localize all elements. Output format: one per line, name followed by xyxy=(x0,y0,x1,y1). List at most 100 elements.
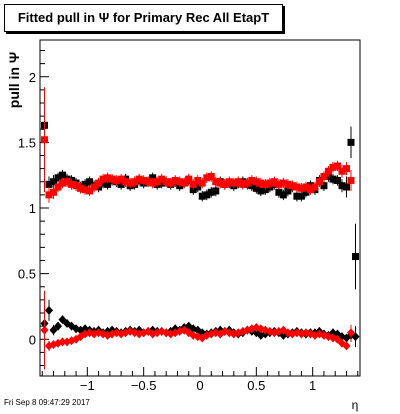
data-point xyxy=(225,178,233,186)
data-point xyxy=(329,175,337,183)
data-point xyxy=(347,176,355,184)
data-point xyxy=(279,179,287,187)
data-point xyxy=(77,184,85,192)
data-point xyxy=(315,178,323,186)
data-point xyxy=(275,188,283,196)
data-point xyxy=(342,341,351,351)
data-point xyxy=(270,178,278,186)
data-point xyxy=(140,176,148,184)
data-point xyxy=(58,315,67,325)
data-point xyxy=(302,183,310,191)
data-point xyxy=(347,138,355,146)
y-tick-label: 2 xyxy=(29,70,36,85)
data-point xyxy=(293,183,301,191)
data-point xyxy=(275,180,283,188)
data-point xyxy=(230,179,238,187)
data-point xyxy=(203,191,211,199)
data-point xyxy=(49,325,58,335)
data-point xyxy=(216,179,224,187)
data-point xyxy=(54,321,63,331)
x-tick-label: 0 xyxy=(196,378,203,393)
data-point xyxy=(45,180,53,188)
data-point xyxy=(113,176,121,184)
data-point xyxy=(72,182,80,190)
data-point xyxy=(333,176,341,184)
data-point xyxy=(266,179,274,187)
data-point xyxy=(108,175,116,183)
data-point xyxy=(104,180,112,188)
timestamp-footer: Fri Sep 8 09:47:29 2017 xyxy=(4,398,90,407)
data-point xyxy=(257,179,265,187)
data-marks xyxy=(40,87,360,370)
data-point xyxy=(54,183,62,191)
data-point xyxy=(189,180,197,188)
data-point xyxy=(329,163,337,171)
data-point xyxy=(207,188,215,196)
data-point xyxy=(58,337,67,347)
data-point xyxy=(86,187,94,195)
data-point xyxy=(50,188,58,196)
data-point xyxy=(248,176,256,184)
data-point xyxy=(311,183,319,191)
data-point xyxy=(68,180,76,188)
data-point xyxy=(342,183,350,191)
data-point xyxy=(306,186,314,194)
data-point xyxy=(324,167,332,175)
data-point xyxy=(351,253,359,261)
data-point xyxy=(144,178,152,186)
data-point xyxy=(117,175,125,183)
data-point xyxy=(90,183,98,191)
y-tick-label: 1 xyxy=(29,201,36,216)
data-point xyxy=(320,173,328,180)
x-axis-label: η xyxy=(352,398,359,412)
data-point xyxy=(131,178,139,186)
data-point xyxy=(297,184,305,192)
data-point xyxy=(153,178,161,186)
data-point xyxy=(126,179,134,187)
chart-title: Fitted pull in Ψ for Primary Rec All Eta… xyxy=(4,4,283,32)
data-point xyxy=(198,179,206,187)
data-point xyxy=(180,179,188,187)
series-0 xyxy=(41,112,359,290)
y-tick-label: 1.5 xyxy=(18,135,36,150)
data-point xyxy=(59,179,67,187)
data-point xyxy=(338,167,346,175)
data-point xyxy=(221,180,229,188)
series-1 xyxy=(41,87,355,203)
plot-border xyxy=(39,39,361,377)
data-point xyxy=(198,192,206,200)
data-point xyxy=(320,182,328,190)
data-point xyxy=(239,180,247,188)
data-point xyxy=(284,187,292,195)
data-point xyxy=(207,173,215,180)
x-tick-label: −0.5 xyxy=(131,378,157,393)
data-point xyxy=(203,174,211,182)
data-point xyxy=(63,178,71,186)
data-point xyxy=(338,182,346,190)
data-point xyxy=(95,179,103,187)
data-point xyxy=(176,178,184,186)
data-point xyxy=(162,178,170,186)
data-point xyxy=(212,187,220,195)
data-point xyxy=(279,191,287,199)
data-point xyxy=(99,175,107,183)
x-tick-label: 1 xyxy=(309,378,316,393)
series-3 xyxy=(40,290,355,370)
data-point xyxy=(171,176,179,184)
data-point xyxy=(167,179,175,187)
data-point xyxy=(45,191,53,199)
data-point xyxy=(333,162,341,170)
data-point xyxy=(212,178,220,186)
data-point xyxy=(194,183,202,191)
data-point xyxy=(149,179,157,187)
data-point xyxy=(40,325,49,335)
data-point xyxy=(293,192,301,200)
y-axis-label: pull in Ψ xyxy=(6,52,22,108)
data-point xyxy=(54,174,62,182)
data-point xyxy=(45,305,54,315)
data-point xyxy=(41,136,49,144)
data-point xyxy=(252,184,260,192)
y-tick-label: 0 xyxy=(29,332,36,347)
data-point xyxy=(261,180,269,188)
